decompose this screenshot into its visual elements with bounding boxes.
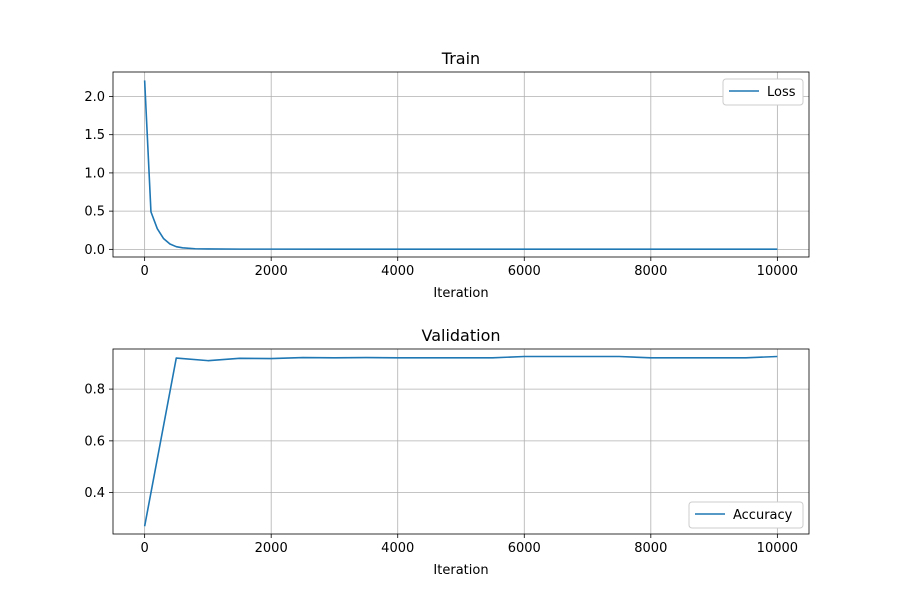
validation-y-tick-label: 0.6 <box>84 434 105 449</box>
train-x-axis-label: Iteration <box>433 286 488 301</box>
train-legend-box <box>722 78 804 106</box>
validation-legend-box <box>688 501 804 529</box>
train-y-tick-label: 1.0 <box>84 166 105 181</box>
validation-x-tick-label: 4000 <box>381 541 414 556</box>
train-title: Train <box>441 49 480 68</box>
validation-x-tick-label: 2000 <box>255 541 288 556</box>
train-panel: Train 0 2000 4000 6000 8000 10000 0.0 0.5 1.0 1.5… <box>84 49 810 301</box>
train-x-tick-label: 4000 <box>381 264 414 279</box>
validation-y-tick-label: 0.4 <box>84 486 105 501</box>
loss-legend-label: Loss <box>767 85 796 100</box>
train-y-tick-label: 1.5 <box>84 128 105 143</box>
validation-x-tick-label: 0 <box>140 541 148 556</box>
accuracy-line <box>143 355 778 527</box>
train-axes-frame <box>112 71 810 258</box>
train-x-tick-label: 0 <box>140 264 148 279</box>
validation-x-axis-label: Iteration <box>433 563 488 578</box>
accuracy-legend-label: Accuracy <box>733 508 793 523</box>
train-x-tick-label: 6000 <box>508 264 541 279</box>
train-y-tick-label: 2.0 <box>84 90 105 105</box>
validation-x-tick-label: 6000 <box>508 541 541 556</box>
train-x-tick-label: 8000 <box>634 264 667 279</box>
train-x-tick-label: 10000 <box>757 264 798 279</box>
validation-x-tick-label: 8000 <box>634 541 667 556</box>
validation-x-tick-label: 10000 <box>757 541 798 556</box>
train-legend: Loss <box>722 78 804 106</box>
train-y-tick-label: 0.0 <box>84 243 105 258</box>
validation-panel: Validation 0 2000 4000 6000 8000 10000 0.4 0.6 0… <box>84 326 810 578</box>
validation-axes-frame <box>112 348 810 535</box>
train-x-tick-label: 2000 <box>255 264 288 279</box>
validation-legend: Accuracy <box>688 501 804 529</box>
loss-line <box>143 80 778 250</box>
validation-title: Validation <box>421 326 500 345</box>
train-y-tick-label: 0.5 <box>84 205 105 220</box>
validation-y-tick-label: 0.8 <box>84 383 105 398</box>
